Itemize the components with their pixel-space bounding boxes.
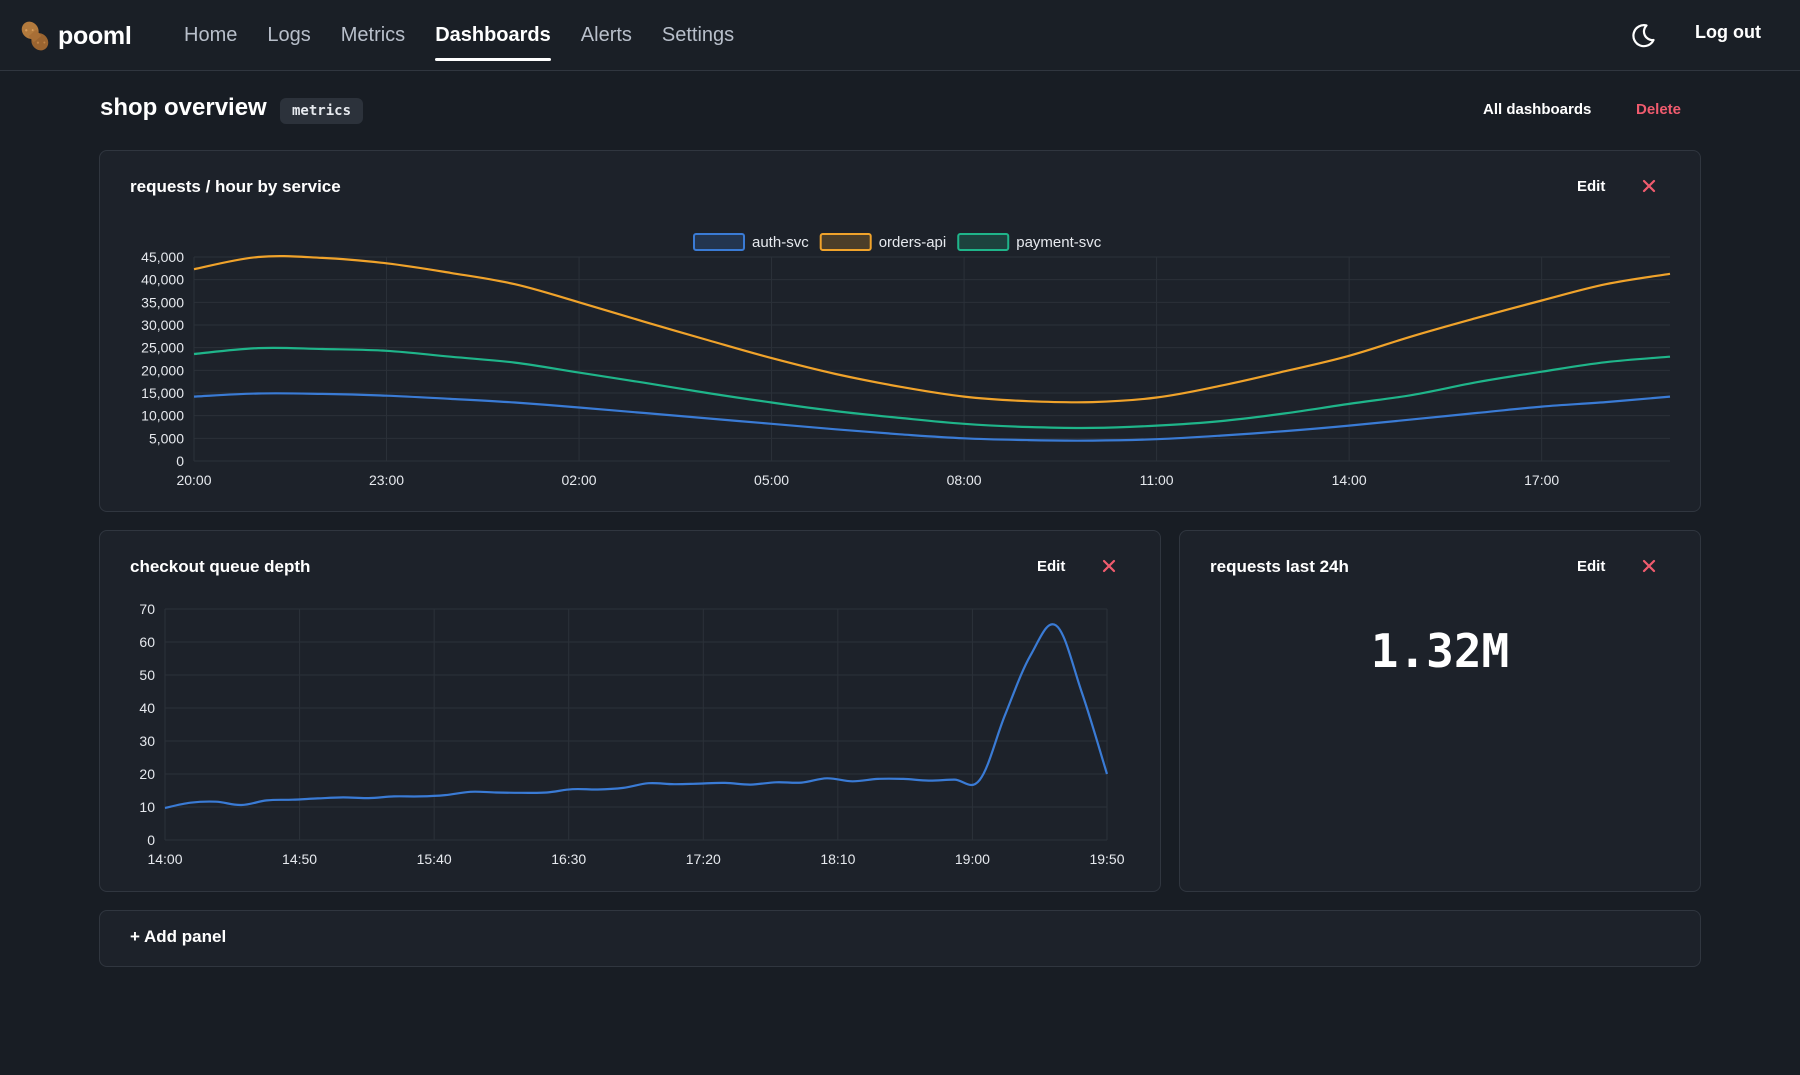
legend-label-payment-svc[interactable]: payment-svc <box>1016 234 1102 251</box>
edit-panel-button[interactable]: Edit <box>1577 558 1606 575</box>
y-tick-label: 5,000 <box>149 430 184 446</box>
close-icon[interactable] <box>1099 556 1119 576</box>
y-tick-label: 10 <box>139 799 155 815</box>
add-panel-label: + Add panel <box>130 927 227 946</box>
x-tick-label: 11:00 <box>1140 472 1174 488</box>
nav-item-metrics[interactable]: Metrics <box>340 24 406 46</box>
y-tick-label: 0 <box>176 453 184 469</box>
x-tick-label: 02:00 <box>562 472 597 488</box>
series-line-queue-depth <box>164 623 1109 810</box>
logout-button[interactable]: Log out <box>1695 22 1761 42</box>
brand[interactable]: pooml <box>18 16 132 56</box>
x-tick-label: 18:10 <box>820 851 855 867</box>
nav-item-home[interactable]: Home <box>184 24 238 46</box>
y-tick-label: 30 <box>139 733 155 749</box>
x-tick-label: 15:40 <box>417 851 452 867</box>
page-title: shop overview <box>100 94 267 121</box>
edit-panel-button[interactable]: Edit <box>1577 178 1606 195</box>
panel-title: checkout queue depth <box>130 557 311 576</box>
legend-swatch-orders-api[interactable] <box>819 233 872 251</box>
series-line-payment-svc <box>193 346 1671 430</box>
x-tick-label: 19:50 <box>1089 851 1124 867</box>
x-tick-label: 19:00 <box>955 851 990 867</box>
x-tick-label: 14:00 <box>147 851 182 867</box>
y-tick-label: 30,000 <box>141 317 184 333</box>
peanut-logo-icon <box>21 21 49 51</box>
close-icon[interactable] <box>1639 176 1659 196</box>
delete-dashboard-button[interactable]: Delete <box>1636 101 1682 118</box>
y-tick-label: 45,000 <box>141 249 184 265</box>
panel-checkout-queue-depth: checkout queue depth Edit 0 10 20 30 40 50 60 7… <box>99 530 1161 892</box>
moon-icon[interactable] <box>1628 21 1658 51</box>
y-tick-label: 0 <box>147 832 155 848</box>
y-tick-label: 35,000 <box>141 294 184 310</box>
y-tick-label: 10,000 <box>141 408 184 424</box>
stat-value: 1.32M <box>1370 624 1510 678</box>
panel-requests-last-24h: requests last 24h Edit 1.32M <box>1179 530 1701 892</box>
y-tick-label: 20 <box>139 766 155 782</box>
nav-item-settings[interactable]: Settings <box>661 24 735 46</box>
series-line-auth-svc <box>193 392 1671 442</box>
nav-item-alerts[interactable]: Alerts <box>580 24 632 46</box>
y-tick-label: 20,000 <box>141 362 184 378</box>
panel-title: requests last 24h <box>1210 557 1349 576</box>
panel-title: requests / hour by service <box>130 177 341 196</box>
all-dashboards-link[interactable]: All dashboards <box>1483 101 1592 118</box>
y-tick-label: 70 <box>139 601 155 617</box>
app-name: pooml <box>58 21 132 50</box>
series-line-orders-api <box>193 255 1671 404</box>
y-tick-label: 25,000 <box>141 340 184 356</box>
legend-swatch-payment-svc[interactable] <box>957 233 1010 251</box>
x-tick-label: 05:00 <box>754 472 789 488</box>
x-tick-label: 14:50 <box>282 851 317 867</box>
checkout-queue-chart: 0 10 20 30 40 50 60 70 14:00 14:50 15:40 16:30 17:20… <box>139 601 1124 867</box>
x-tick-label: 14:00 <box>1332 472 1367 488</box>
requests-by-service-chart: 0 5,000 10,000 15,000 20,000 25,000 30,000 35,0… <box>141 233 1671 488</box>
legend-swatch-auth-svc[interactable] <box>693 233 745 251</box>
x-tick-label: 20:00 <box>176 472 211 488</box>
nav-item-logs[interactable]: Logs <box>267 24 311 46</box>
panel-requests-by-service: requests / hour by service Edit 0 5,000 10… <box>99 150 1701 512</box>
close-icon[interactable] <box>1639 556 1659 576</box>
x-tick-label: 17:00 <box>1524 472 1559 488</box>
x-tick-label: 08:00 <box>947 472 982 488</box>
x-tick-label: 16:30 <box>551 851 586 867</box>
main-nav: Home Logs Metrics Dashboards Alerts Sett… <box>184 0 764 71</box>
y-tick-label: 15,000 <box>141 385 184 401</box>
top-navigation-bar: pooml Home Logs Metrics Dashboards Alert… <box>0 0 1800 71</box>
x-tick-label: 23:00 <box>369 472 404 488</box>
dashboard-type-badge: metrics <box>280 98 364 124</box>
y-tick-label: 60 <box>139 634 155 650</box>
nav-item-dashboards[interactable]: Dashboards <box>435 0 551 71</box>
legend-label-auth-svc[interactable]: auth-svc <box>752 234 809 251</box>
y-tick-label: 40 <box>139 700 155 716</box>
legend-label-orders-api[interactable]: orders-api <box>879 234 947 251</box>
y-tick-label: 40,000 <box>141 272 184 288</box>
edit-panel-button[interactable]: Edit <box>1037 558 1066 575</box>
x-tick-label: 17:20 <box>686 851 721 867</box>
y-tick-label: 50 <box>139 667 155 683</box>
add-panel-button[interactable]: + Add panel <box>99 910 1701 967</box>
